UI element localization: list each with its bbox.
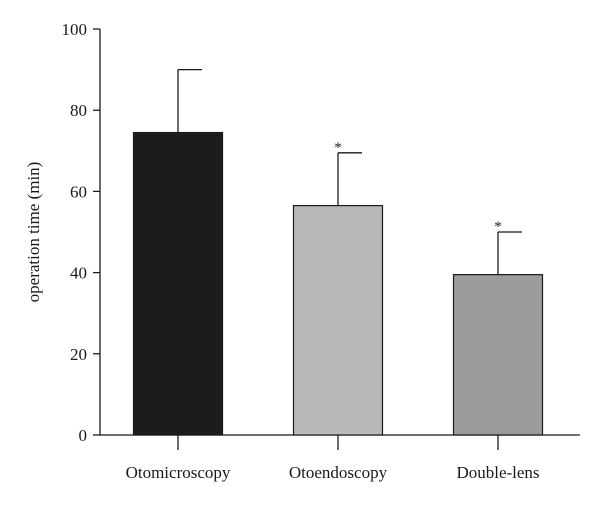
bar	[132, 131, 224, 436]
y-tick-label: 100	[62, 20, 88, 39]
x-axis	[100, 434, 580, 450]
x-tick-label: Double-lens	[456, 463, 539, 482]
significance-marker: *	[334, 140, 342, 156]
bar	[292, 205, 384, 436]
bar	[452, 274, 544, 436]
x-tick-label: Otoendoscopy	[289, 463, 388, 482]
category-labels: Otomicroscopy Otoendoscopy Double-lens	[126, 463, 540, 482]
y-axis: 0 20 40 60 80 100	[62, 20, 101, 445]
significance-marker: *	[494, 219, 502, 235]
y-tick-label: 0	[79, 426, 88, 445]
y-tick-label: 40	[70, 264, 87, 283]
x-tick-label: Otomicroscopy	[126, 463, 231, 482]
y-tick-label: 20	[70, 345, 87, 364]
y-tick-label: 60	[70, 182, 87, 201]
error-bars: **	[177, 68, 522, 275]
bars	[132, 131, 544, 436]
y-axis-title: operation time (min)	[24, 162, 43, 303]
y-tick-label: 80	[70, 101, 87, 120]
